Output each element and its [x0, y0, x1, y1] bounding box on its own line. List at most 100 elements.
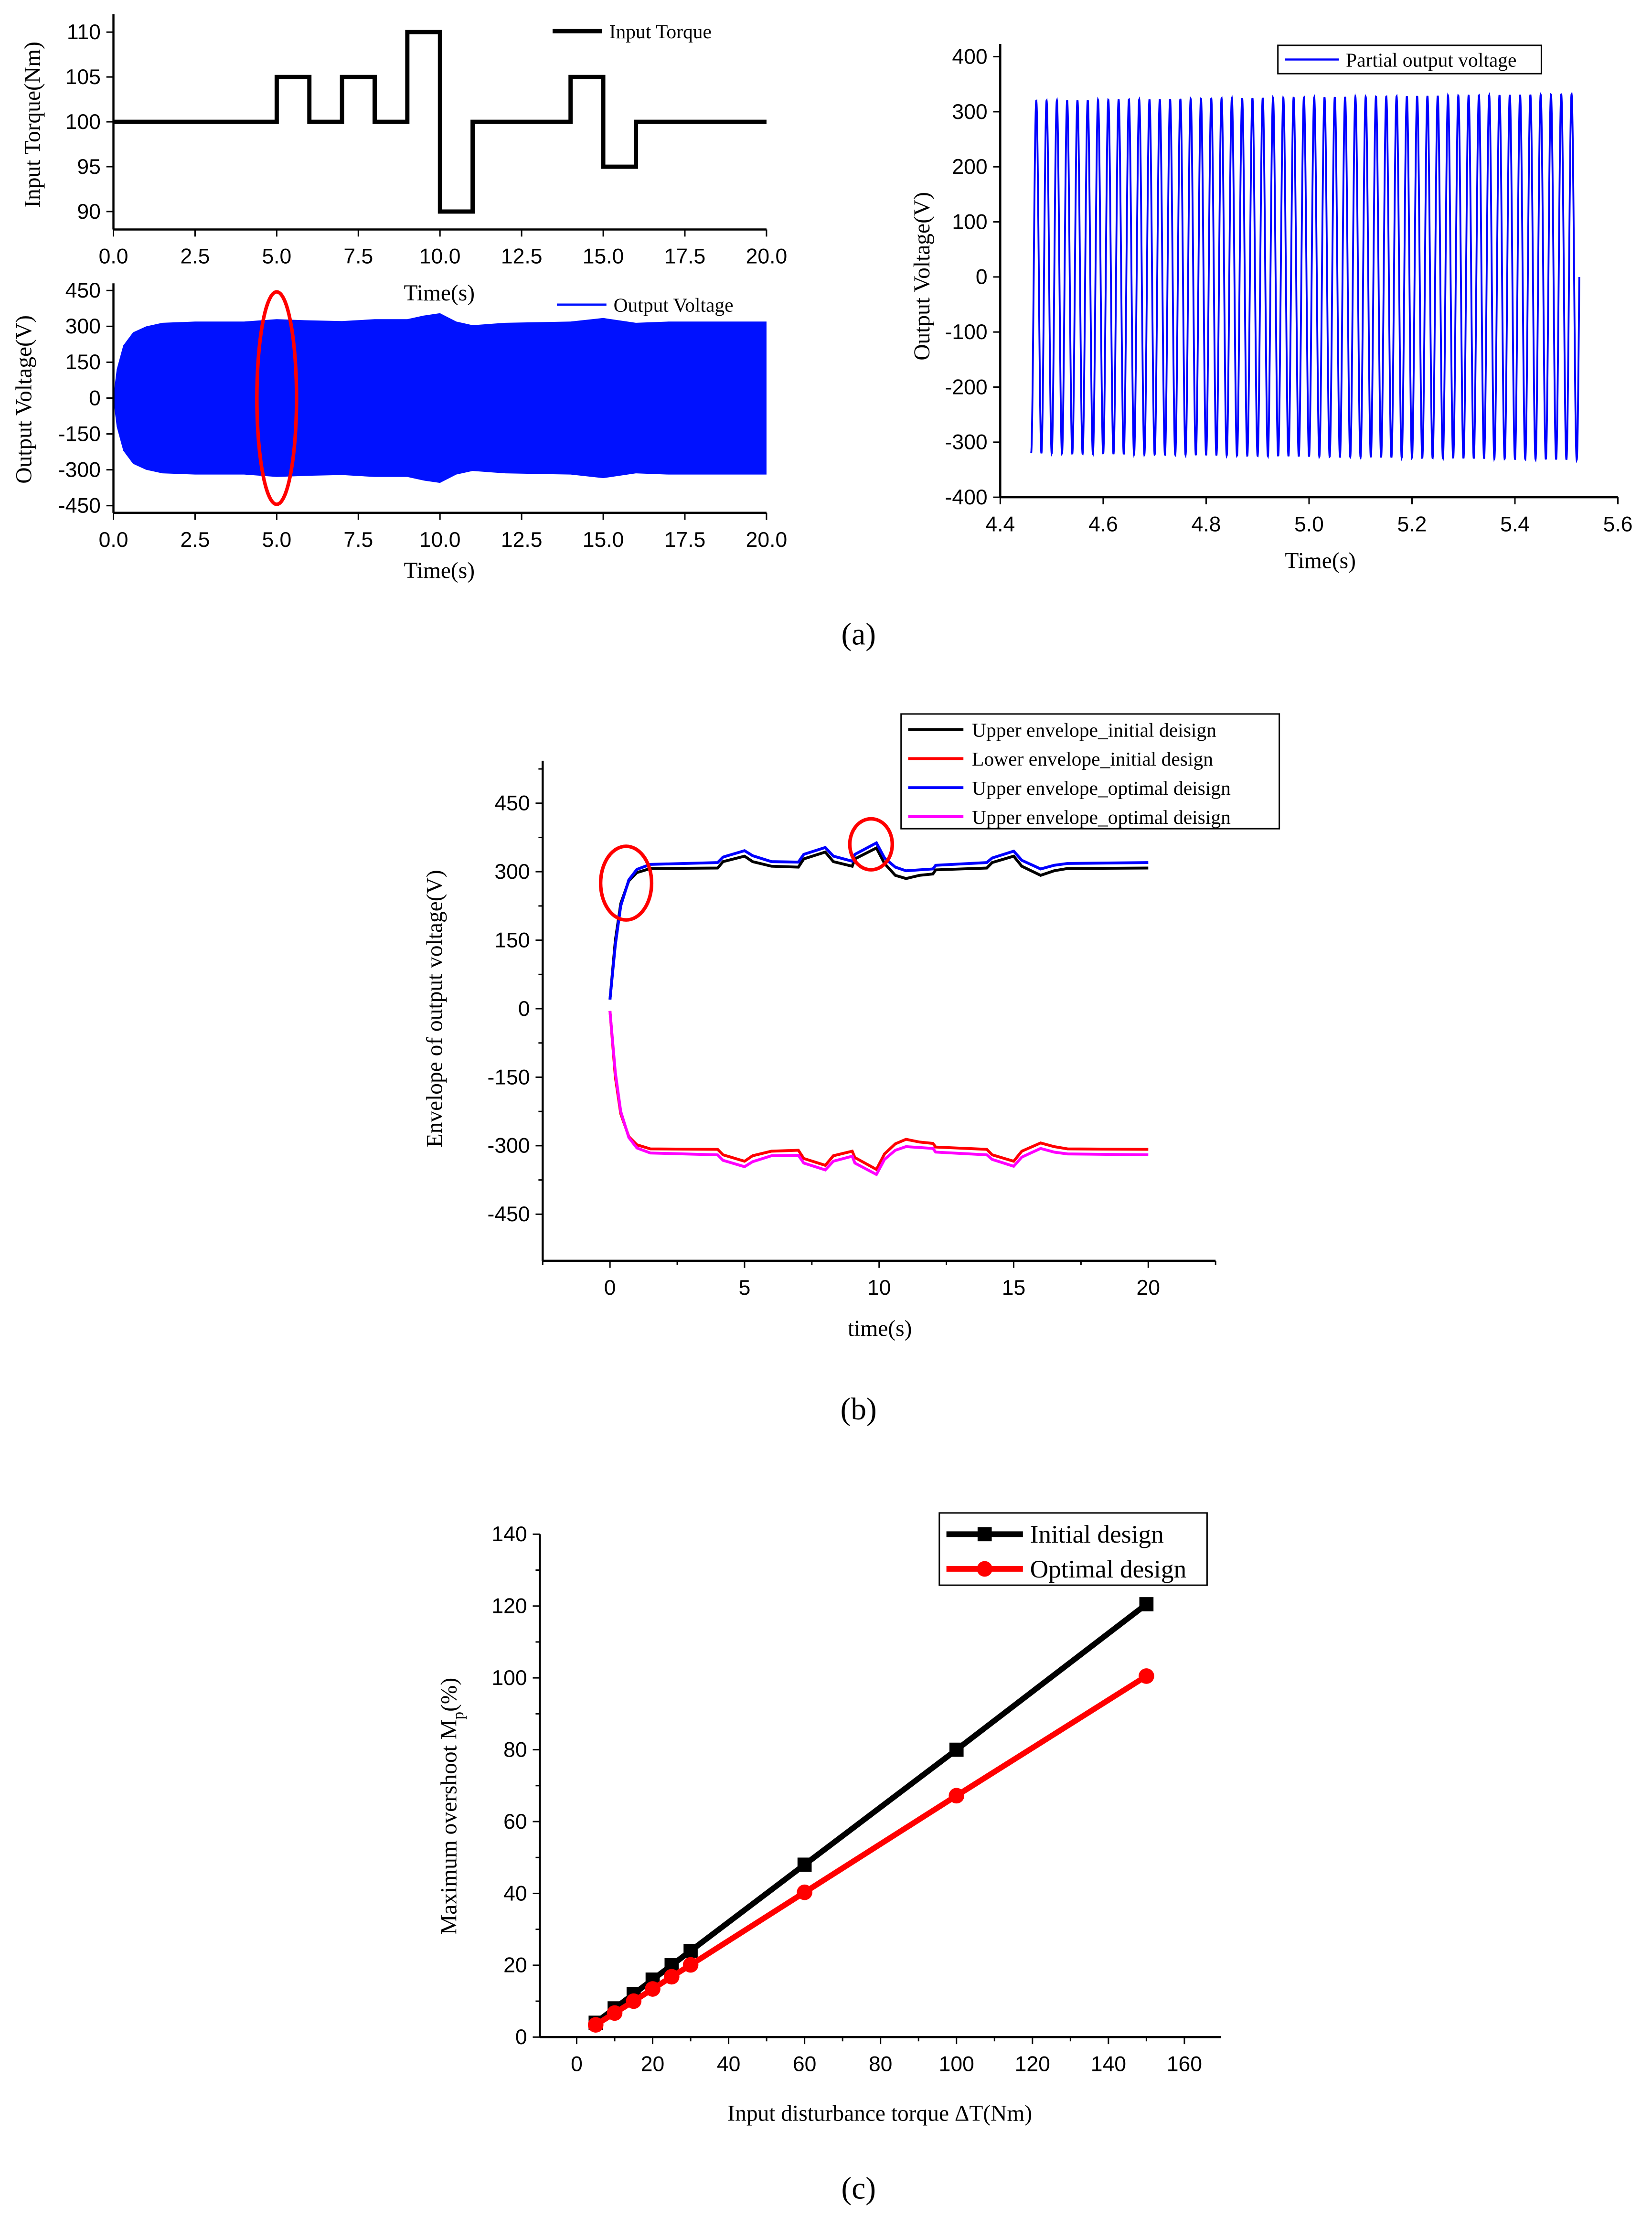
series-line-0: [608, 846, 1149, 1000]
x-tick-label: 4.4: [985, 512, 1015, 536]
y-tick-label: 0: [515, 2025, 527, 2049]
x-tick-label: 7.5: [343, 528, 373, 552]
data-point-circle: [797, 1884, 812, 1900]
y-tick-label: 120: [491, 1595, 527, 1618]
x-tick-label: 20: [1137, 1276, 1160, 1300]
legend: Output Voltage: [556, 294, 734, 316]
data-point-circle: [663, 1969, 680, 1985]
legend-label: Lower envelope_initial design: [972, 748, 1213, 770]
y-tick-label: -450: [58, 494, 101, 518]
y-tick-label: 400: [952, 45, 987, 68]
y-tick-label: 200: [952, 155, 987, 179]
data-point-square: [683, 1943, 698, 1958]
legend-label: Upper envelope_optimal deisign: [972, 806, 1231, 828]
x-tick-label: 140: [1091, 2052, 1126, 2076]
chart-a-partial-output-voltage: 4.4 4.6 4.8 5.0 5.2 5.4 5.6 -400 -300 -200 -100 0 10…: [910, 43, 1633, 573]
y-tick-label: -300: [58, 458, 101, 481]
y-tick-label: -200: [945, 375, 988, 399]
y-tick-label: -450: [488, 1203, 530, 1226]
y-tick-label: 100: [952, 210, 987, 234]
x-tick-label: 100: [939, 2052, 974, 2076]
x-axis-title: Time(s): [404, 281, 475, 306]
y-tick-label: -400: [945, 486, 988, 509]
legend-label: Input Torque: [609, 21, 712, 43]
x-tick-label: 20.0: [746, 528, 788, 552]
legend: Input Torque: [553, 21, 712, 43]
y-tick-label: 450: [65, 279, 101, 302]
x-tick-label: 12.5: [501, 245, 543, 268]
y-tick-label: 100: [65, 110, 101, 134]
data-point-square: [797, 1857, 812, 1872]
y-tick-label: 20: [503, 1954, 527, 1977]
x-tick-label: 15: [1002, 1276, 1025, 1300]
x-tick-label: 0.0: [99, 245, 128, 268]
y-axis-title: Output Voltage(V): [910, 192, 935, 361]
y-tick-label: 300: [65, 315, 101, 338]
y-tick-label: 80: [503, 1738, 527, 1761]
series-line-1: [594, 1673, 1148, 2027]
x-tick-label: 10: [867, 1276, 891, 1300]
y-tick-label: 90: [77, 200, 100, 224]
y-axis-title: Maximum overshoot Mp(%): [437, 1678, 467, 1935]
series-line-0: [1030, 91, 1580, 464]
y-axis-title-text: Output Voltage(V): [910, 192, 935, 361]
x-tick-label: 5.0: [1294, 512, 1324, 536]
y-axis-title: Output Voltage(V): [11, 315, 36, 484]
x-tick-label: 2.5: [181, 528, 210, 552]
x-tick-label: 5.6: [1603, 512, 1633, 536]
y-axis-title: Envelope of output voltage(V): [423, 870, 448, 1147]
data-point-circle: [949, 1788, 965, 1804]
legend-label: Upper envelope_initial deisign: [972, 719, 1216, 741]
data-point-circle: [587, 2017, 604, 2033]
x-tick-label: 2.5: [181, 245, 210, 268]
legend-label: Optimal design: [1030, 1555, 1187, 1583]
series-line-1: [608, 1011, 1149, 1172]
x-tick-label: 4.8: [1191, 512, 1221, 536]
x-tick-label: 160: [1167, 2052, 1202, 2076]
highlight-ellipse: [848, 817, 895, 872]
x-tick-label: 10.0: [419, 528, 461, 552]
y-tick-label: 0: [976, 266, 988, 289]
y-tick-label: 150: [65, 351, 101, 374]
highlight-ellipse: [598, 844, 654, 922]
x-tick-label: 5.0: [262, 245, 291, 268]
series-line-0: [113, 30, 767, 214]
data-point-circle: [1139, 1668, 1154, 1684]
x-tick-label: 5.2: [1397, 512, 1427, 536]
chart-a-input-torque: 0.0 2.5 5.0 7.5 10.0 12.5 15.0 17.5 20.0 90 95 100 1…: [20, 14, 787, 306]
data-point-circle: [626, 1993, 642, 2009]
x-tick-label: 15.0: [583, 245, 624, 268]
x-axis-title: Input disturbance torque ΔT(Nm): [727, 2101, 1032, 2126]
x-tick-label: 4.6: [1088, 512, 1118, 536]
data-point-circle: [645, 1981, 661, 1997]
x-tick-label: 80: [869, 2052, 892, 2076]
x-axis-title: Time(s): [404, 558, 475, 583]
x-axis-title: Time(s): [1285, 548, 1356, 573]
legend-box: [1277, 44, 1542, 75]
y-axis-title-unit: (%): [437, 1678, 461, 1712]
y-tick-label: -100: [945, 320, 988, 344]
x-tick-label: 17.5: [664, 528, 706, 552]
legend: Initial design Optimal design: [938, 1512, 1208, 1586]
x-tick-label: 0.0: [99, 528, 128, 552]
y-axis-title-text: Envelope of output voltage(V): [423, 870, 448, 1147]
data-point-circle: [607, 2005, 623, 2021]
caption-c: (c): [842, 2171, 876, 2206]
series-line-3: [608, 1011, 1149, 1177]
y-tick-label: -150: [58, 422, 101, 446]
x-tick-label: 7.5: [343, 245, 373, 268]
y-tick-label: -300: [488, 1134, 530, 1158]
x-tick-label: 20.0: [746, 245, 788, 268]
y-tick-label: 105: [65, 65, 101, 89]
x-tick-label: 20: [641, 2052, 664, 2076]
data-point-square: [949, 1742, 964, 1757]
x-tick-label: 120: [1015, 2052, 1050, 2076]
chart-b-envelope: 0 5 10 15 20 -450 -300 -150 0 150 300 450 time(s) Env…: [423, 713, 1280, 1341]
y-axis-title-text: Maximum overshoot M: [437, 1719, 461, 1935]
legend-marker-circle: [977, 1561, 993, 1577]
y-axis-title: Input Torque(Nm): [20, 42, 45, 208]
y-tick-label: 300: [952, 100, 987, 124]
y-tick-label: 60: [503, 1810, 527, 1833]
y-tick-label: 100: [491, 1666, 527, 1690]
